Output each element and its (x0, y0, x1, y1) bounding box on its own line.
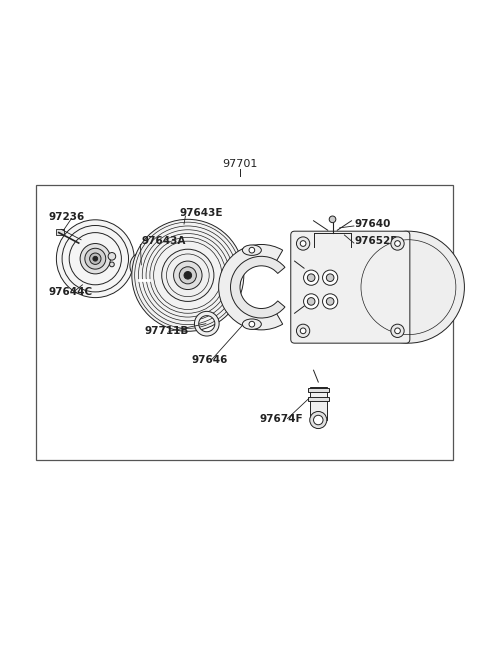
Circle shape (85, 248, 106, 269)
Circle shape (297, 237, 310, 250)
Circle shape (162, 249, 214, 301)
Circle shape (300, 240, 306, 246)
Circle shape (395, 240, 400, 246)
Text: 97674F: 97674F (260, 413, 303, 424)
Circle shape (303, 294, 319, 309)
Wedge shape (219, 244, 283, 330)
Circle shape (303, 270, 319, 286)
Text: 97643A: 97643A (141, 236, 186, 246)
Circle shape (179, 267, 196, 284)
Text: 97236: 97236 (48, 212, 84, 223)
Ellipse shape (242, 245, 261, 255)
Circle shape (249, 322, 255, 327)
Circle shape (174, 261, 202, 290)
Text: 97644C: 97644C (48, 288, 93, 297)
Circle shape (132, 219, 244, 331)
Circle shape (323, 270, 338, 286)
Circle shape (391, 324, 404, 337)
Circle shape (310, 411, 327, 428)
Wedge shape (130, 252, 158, 280)
Circle shape (352, 231, 465, 343)
Circle shape (109, 262, 114, 267)
Circle shape (326, 297, 334, 305)
Circle shape (184, 272, 192, 279)
Circle shape (326, 274, 334, 282)
Circle shape (56, 220, 134, 297)
Text: 97711B: 97711B (144, 326, 189, 336)
Text: 97640: 97640 (355, 219, 391, 229)
Bar (308, 388, 329, 392)
Wedge shape (194, 311, 219, 336)
Bar (308, 397, 329, 401)
Circle shape (297, 324, 310, 337)
Text: 97652B: 97652B (355, 236, 399, 246)
Ellipse shape (242, 319, 261, 329)
Bar (36, 185, 454, 460)
Bar (310, 387, 327, 420)
Bar (56, 229, 64, 235)
Circle shape (249, 248, 255, 253)
Text: 97701: 97701 (222, 159, 258, 168)
Circle shape (391, 237, 404, 250)
Circle shape (313, 415, 323, 424)
Wedge shape (230, 256, 285, 318)
Circle shape (329, 216, 336, 223)
Circle shape (323, 294, 338, 309)
Circle shape (90, 253, 101, 265)
Circle shape (307, 274, 315, 282)
Circle shape (108, 253, 116, 260)
Circle shape (307, 297, 315, 305)
Circle shape (300, 328, 306, 333)
Circle shape (80, 244, 110, 274)
Text: 97643E: 97643E (179, 208, 223, 217)
FancyBboxPatch shape (291, 231, 410, 343)
Circle shape (93, 256, 97, 261)
Circle shape (395, 328, 400, 333)
Text: 97646: 97646 (192, 355, 228, 365)
